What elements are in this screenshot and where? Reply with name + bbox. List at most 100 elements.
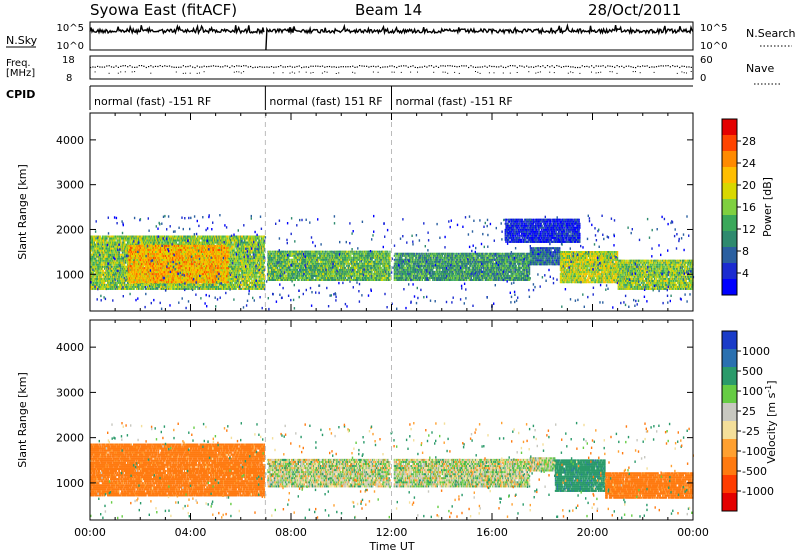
heatmap-cell	[132, 283, 134, 286]
heatmap-cell	[102, 261, 104, 264]
heatmap-cell	[115, 271, 118, 274]
heatmap-cell	[101, 283, 104, 286]
heatmap-cell	[95, 237, 98, 240]
frequency-point	[366, 65, 368, 67]
frequency-point	[630, 66, 632, 68]
heatmap-cell	[98, 249, 101, 252]
heatmap-cell	[111, 267, 113, 270]
heatmap-cell	[143, 267, 145, 270]
heatmap-cell	[152, 237, 155, 240]
frequency-point	[113, 66, 115, 68]
frequency-point	[616, 65, 618, 67]
heatmap-cell	[101, 283, 103, 286]
heatmap-cell	[96, 261, 99, 264]
heatmap-cell	[124, 257, 127, 260]
heatmap-cell	[101, 253, 104, 256]
frequency-point	[477, 66, 479, 68]
heatmap-cell	[104, 239, 107, 242]
frequency-point	[449, 65, 451, 67]
heatmap-cell	[185, 241, 187, 244]
frequency-point	[277, 66, 280, 68]
heatmap-cell	[117, 253, 119, 256]
heatmap-cell	[145, 235, 147, 238]
heatmap-cell	[96, 249, 99, 252]
heatmap-cell	[95, 255, 97, 258]
heatmap-cell	[126, 287, 129, 290]
heatmap-cell	[121, 259, 124, 262]
heatmap-cell	[129, 237, 132, 240]
heatmap-cell	[151, 237, 153, 240]
frequency-point	[683, 65, 685, 67]
heatmap-cell	[93, 239, 96, 242]
heatmap-cell	[110, 273, 113, 276]
heatmap-cell	[135, 237, 138, 240]
heatmap-cell	[115, 267, 118, 270]
heatmap-cell	[146, 241, 149, 244]
heatmap-cell	[112, 241, 114, 244]
heatmap-cell	[124, 237, 126, 240]
frequency-point	[94, 66, 96, 68]
heatmap-cell	[111, 255, 113, 258]
frequency-point	[270, 66, 273, 68]
heatmap-cell	[152, 241, 155, 244]
heatmap-cell	[116, 243, 118, 246]
heatmap-cell	[135, 251, 138, 254]
heatmap-cell	[102, 273, 104, 276]
heatmap-cell	[103, 257, 105, 260]
heatmap-cell	[146, 241, 148, 244]
frequency-point	[298, 65, 300, 67]
heatmap-cell	[166, 285, 169, 288]
heatmap-cell	[132, 287, 135, 290]
heatmap-cell	[119, 267, 121, 270]
heatmap-cell	[122, 237, 124, 240]
heatmap-cell	[127, 285, 130, 288]
heatmap-cell	[93, 243, 95, 246]
heatmap-cell	[135, 241, 138, 244]
heatmap-cell	[155, 235, 157, 238]
heatmap-cell	[121, 243, 124, 246]
heatmap-cell	[110, 243, 113, 246]
nave-point	[233, 71, 235, 73]
frequency-point	[252, 67, 254, 69]
heatmap-cell	[96, 277, 99, 280]
heatmap-cell	[90, 257, 92, 260]
heatmap-cell	[90, 241, 92, 244]
heatmap-cell	[115, 275, 118, 278]
heatmap-cell	[183, 285, 185, 288]
heatmap-cell	[127, 241, 130, 244]
frequency-point	[240, 65, 242, 67]
heatmap-cell	[141, 285, 144, 288]
heatmap-cell	[98, 261, 101, 264]
heatmap-cell	[118, 241, 120, 244]
heatmap-cell	[183, 237, 185, 240]
heatmap-cell	[161, 239, 164, 242]
heatmap-cell	[98, 251, 101, 254]
heatmap-cell	[123, 249, 125, 252]
heatmap-cell	[99, 237, 101, 240]
heatmap-cell	[111, 259, 113, 262]
frequency-point	[168, 65, 171, 67]
heatmap-cell	[124, 259, 126, 262]
heatmap-cell	[173, 237, 175, 240]
heatmap-cell	[96, 239, 99, 242]
heatmap-cell	[112, 257, 114, 260]
heatmap-cell	[93, 279, 96, 282]
frequency-point	[99, 66, 101, 68]
nave-point	[609, 71, 611, 73]
heatmap-cell	[121, 259, 123, 262]
heatmap-cell	[151, 283, 153, 286]
heatmap-cell	[187, 273, 189, 276]
heatmap-cell	[148, 253, 150, 256]
heatmap-cell	[115, 257, 118, 260]
heatmap-cell	[94, 281, 96, 284]
heatmap-cell	[175, 287, 178, 290]
frequency-point	[386, 66, 389, 68]
heatmap-cell	[107, 235, 109, 238]
heatmap-cell	[141, 239, 144, 242]
heatmap-cell	[101, 275, 103, 278]
heatmap-cell	[153, 277, 155, 280]
nave-point	[117, 72, 119, 74]
frequency-point	[653, 66, 655, 68]
heatmap-cell	[157, 239, 159, 242]
heatmap-cell	[104, 247, 107, 250]
